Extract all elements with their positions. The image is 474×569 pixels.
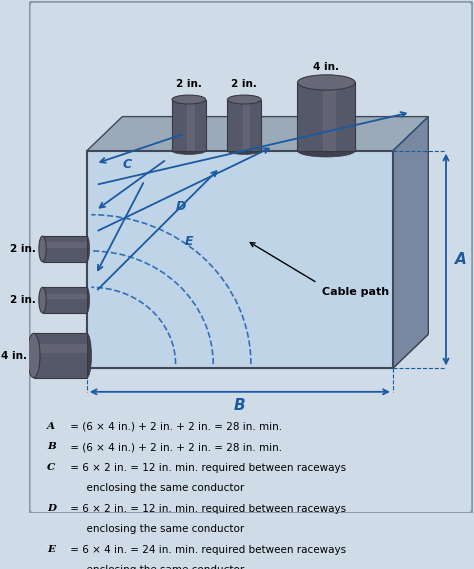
Text: B: B	[234, 398, 246, 413]
Text: A: A	[47, 422, 55, 431]
Polygon shape	[43, 242, 87, 248]
Ellipse shape	[172, 95, 206, 104]
Polygon shape	[323, 83, 337, 151]
Text: E: E	[47, 545, 55, 554]
Text: 4 in.: 4 in.	[1, 351, 27, 361]
Text: = 6 × 2 in. = 12 in. min. required between raceways: = 6 × 2 in. = 12 in. min. required betwe…	[67, 463, 346, 473]
Text: = 6 × 2 in. = 12 in. min. required between raceways: = 6 × 2 in. = 12 in. min. required betwe…	[67, 504, 346, 514]
Text: D: D	[47, 504, 56, 513]
Ellipse shape	[298, 145, 355, 157]
Ellipse shape	[39, 287, 46, 313]
Polygon shape	[43, 294, 87, 299]
Ellipse shape	[39, 236, 46, 262]
Text: = 6 × 4 in. = 24 in. min. required between raceways: = 6 × 4 in. = 24 in. min. required betwe…	[67, 545, 346, 555]
Polygon shape	[87, 334, 428, 368]
Polygon shape	[243, 100, 250, 151]
Ellipse shape	[84, 236, 90, 262]
Text: Cable path: Cable path	[322, 287, 389, 297]
Text: A: A	[455, 252, 466, 267]
Ellipse shape	[84, 287, 90, 313]
Text: enclosing the same conductor: enclosing the same conductor	[67, 565, 244, 569]
Text: enclosing the same conductor: enclosing the same conductor	[67, 524, 244, 534]
Polygon shape	[43, 287, 87, 313]
Polygon shape	[34, 333, 87, 378]
Text: C: C	[122, 158, 131, 171]
Ellipse shape	[298, 75, 355, 90]
Polygon shape	[228, 100, 261, 151]
Polygon shape	[43, 236, 87, 262]
Text: 2 in.: 2 in.	[10, 295, 36, 305]
Text: 2 in.: 2 in.	[231, 79, 257, 89]
Polygon shape	[298, 83, 355, 151]
Text: = (6 × 4 in.) + 2 in. + 2 in. = 28 in. min.: = (6 × 4 in.) + 2 in. + 2 in. = 28 in. m…	[67, 442, 282, 452]
Text: = (6 × 4 in.) + 2 in. + 2 in. = 28 in. min.: = (6 × 4 in.) + 2 in. + 2 in. = 28 in. m…	[67, 422, 282, 432]
Text: 2 in.: 2 in.	[10, 244, 36, 254]
Text: C: C	[47, 463, 55, 472]
Polygon shape	[187, 100, 195, 151]
Ellipse shape	[27, 333, 40, 378]
Text: E: E	[184, 234, 193, 248]
FancyBboxPatch shape	[29, 1, 473, 513]
Polygon shape	[87, 117, 428, 151]
Ellipse shape	[228, 95, 261, 104]
Text: 2 in.: 2 in.	[176, 79, 202, 89]
Polygon shape	[34, 344, 87, 353]
Text: D: D	[175, 200, 186, 213]
Polygon shape	[87, 151, 393, 368]
Ellipse shape	[82, 333, 91, 378]
Text: enclosing the same conductor: enclosing the same conductor	[67, 483, 244, 493]
Polygon shape	[172, 100, 206, 151]
Ellipse shape	[228, 147, 261, 154]
Text: B: B	[47, 442, 56, 451]
Ellipse shape	[172, 147, 206, 154]
Polygon shape	[393, 117, 428, 368]
Text: 4 in.: 4 in.	[313, 62, 339, 72]
